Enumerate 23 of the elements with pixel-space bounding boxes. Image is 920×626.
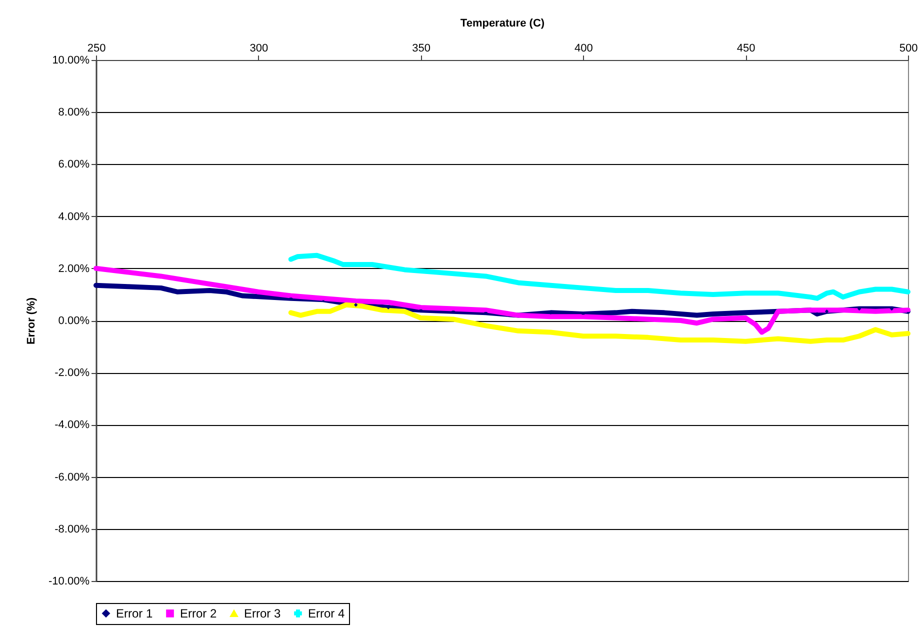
y-tick-label: 8.00% [58, 106, 90, 119]
y-tick-label: -4.00% [54, 419, 90, 432]
x-tick-label: 350 [412, 42, 430, 54]
legend-label: Error 2 [180, 606, 217, 620]
y-tick-label: -8.00% [54, 523, 90, 536]
y-tick-label: 4.00% [58, 210, 90, 223]
x-tick-label: 500 [899, 42, 918, 54]
y-tick-label: 10.00% [52, 54, 90, 66]
y-axis-title: Error (%) [26, 297, 38, 345]
y-tick-label: -6.00% [54, 471, 90, 484]
legend-label: Error 4 [308, 606, 345, 620]
y-tick-label: 2.00% [58, 262, 90, 275]
legend-label: Error 3 [244, 606, 281, 620]
x-axis-title: Temperature (C) [460, 18, 545, 30]
x-tick-label: 450 [736, 42, 756, 54]
y-tick-label: -10.00% [48, 576, 90, 588]
x-tick-label: 300 [250, 42, 268, 54]
y-tick-label: 0.00% [58, 315, 90, 327]
x-tick-label: 250 [87, 42, 106, 54]
y-tick-label: 6.00% [58, 158, 90, 171]
x-tick-label: 400 [574, 42, 593, 54]
y-tick-label: -2.00% [54, 367, 90, 380]
legend-label: Error 1 [116, 606, 153, 620]
